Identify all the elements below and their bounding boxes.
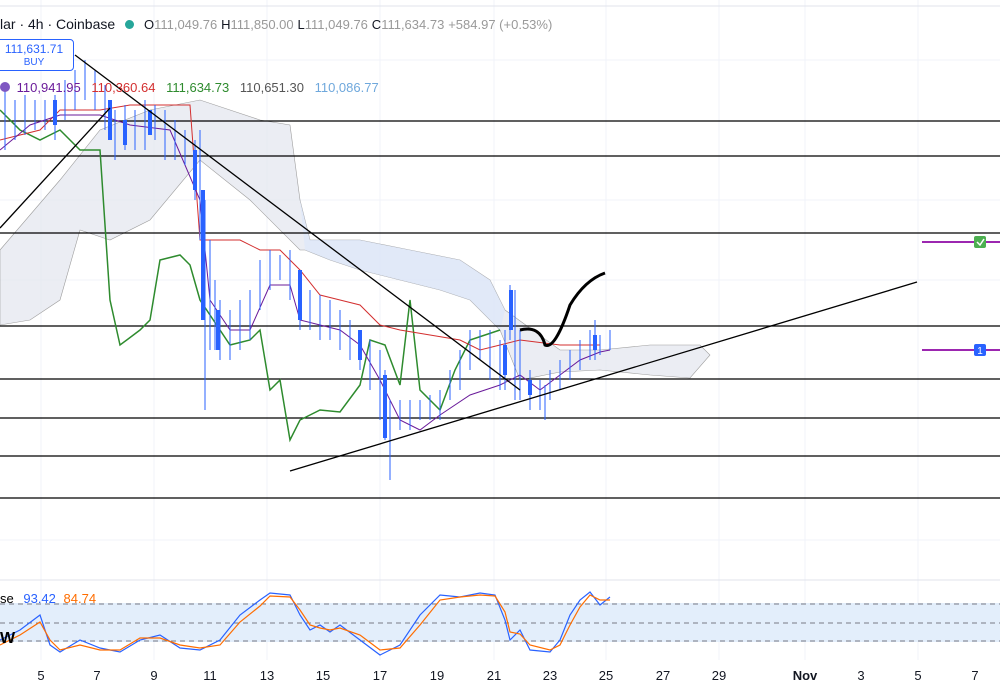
ohlc-key: H (221, 17, 231, 32)
alert-marker[interactable] (974, 344, 986, 356)
ohlc-value: 111,049.76 (154, 17, 218, 32)
x-tick-label: 11 (203, 668, 217, 683)
x-tick-label: 3 (857, 668, 865, 683)
indicator-icon (0, 82, 10, 92)
ichimoku-value: 110,086.77 (314, 80, 379, 95)
pane-label: W (0, 630, 16, 647)
x-tick-label: Nov (792, 668, 818, 683)
symbol: lar · 4h · Coinbase (0, 16, 116, 32)
x-tick-label: 29 (711, 668, 727, 683)
symbol-header: lar · 4h · Coinbase O111,049.76 H111,850… (0, 16, 552, 32)
x-tick-label: 5 (37, 668, 45, 683)
lagging-span (0, 109, 501, 443)
x-tick-label: 7 (971, 668, 979, 683)
check-marker[interactable] (974, 236, 986, 248)
ohlc-key: O (143, 17, 155, 32)
ohlc-key: L (297, 17, 305, 32)
buy-button[interactable]: 111,631.71 BUY (0, 39, 74, 71)
x-tick-label: 27 (655, 668, 671, 683)
x-tick-label: 23 (542, 668, 558, 683)
stoch-value: 93.42 (23, 591, 56, 606)
ohlc-value: 111,049.76 (304, 17, 368, 32)
ohlc-value: 111,634.73 (381, 17, 445, 32)
stoch-d (0, 594, 610, 651)
stoch-label: se (0, 591, 14, 606)
ichimoku-value: 110,941.95 (16, 80, 81, 95)
x-tick-label: 5 (914, 668, 922, 683)
stoch-k (0, 591, 611, 656)
buy-label: BUY (23, 57, 45, 68)
status-dot (125, 20, 135, 29)
ichimoku-value: 110,360.64 (91, 80, 156, 95)
x-tick-label: 17 (372, 668, 388, 683)
x-tick-label: 13 (259, 668, 275, 683)
ichimoku-value: 110,651.30 (239, 80, 304, 95)
drawn-projection (519, 271, 606, 347)
x-tick-label: 7 (93, 668, 101, 683)
ohlc-value: 111,850.00 (230, 17, 294, 32)
ichimoku-cloud-blue (300, 200, 505, 330)
ichimoku-value: 111,634.73 (166, 80, 230, 95)
x-tick-label: 21 (486, 668, 502, 683)
stoch-value: 84.74 (63, 591, 97, 606)
ichimoku-legend: 110,941.95 110,360.64 111,634.73 110,651… (0, 80, 386, 95)
ohlc-key: C (371, 17, 382, 32)
trend-lines (0, 54, 918, 472)
x-tick-label: 9 (150, 668, 158, 683)
candle-bodies (53, 100, 597, 438)
check-icon (976, 238, 985, 247)
x-tick-label: 25 (598, 668, 614, 683)
x-tick-label: 15 (315, 668, 331, 683)
x-tick-label: 19 (429, 668, 445, 683)
stoch-legend: se 93.42 84.74 (0, 591, 96, 606)
buy-price: 111,631.71 (4, 42, 64, 56)
alert-marker-label: 1 (977, 346, 983, 357)
change: +584.97 (+0.53%) (448, 17, 553, 32)
